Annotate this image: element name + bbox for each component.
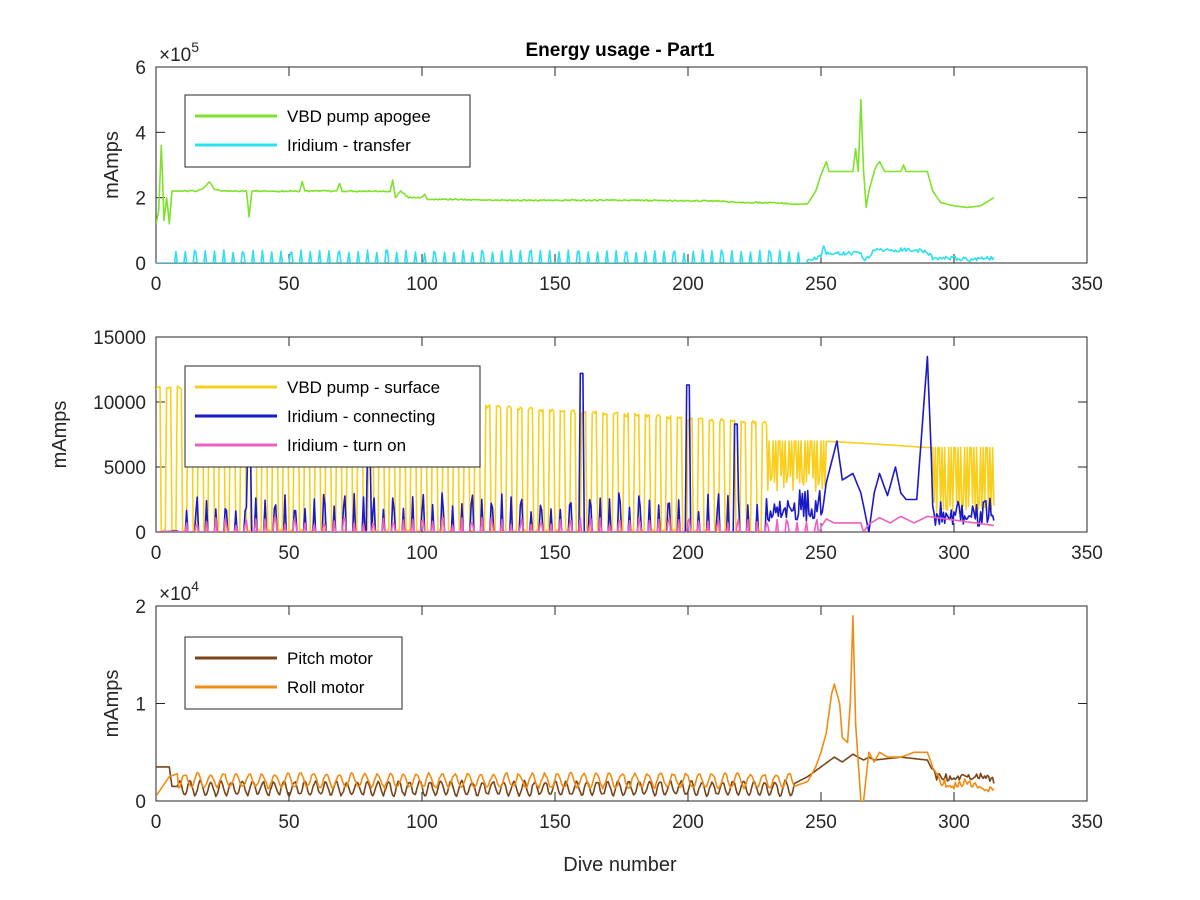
x-tick-label: 200 [672,812,704,833]
plot-area [156,98,995,263]
x-tick-label: 50 [278,274,299,295]
y-tick-label: 15000 [93,328,146,349]
legend-entry-label: VBD pump - surface [287,378,440,397]
x-tick-label: 150 [539,812,571,833]
figure-title: Energy usage - Part1 [525,40,714,61]
subplot-2: 0 50 100 150 200 250 300 350 0 5000 10000 15000 mAmp… [49,328,1103,564]
y-tick-label: 6 [135,58,146,79]
x-axis-label: Dive number [563,854,677,876]
series-line-iridium-transfer [156,245,995,263]
y-axis-label: mAmps [101,131,123,199]
x-tick-label: 150 [539,274,571,295]
legend: VBD pump - surface Iridium - connecting Ir… [184,365,481,468]
legend-entry-label: Iridium - transfer [287,136,411,155]
y-tick-label: 0 [135,254,146,275]
x-tick-label: 0 [151,543,162,564]
legend-entry-label: Pitch motor [287,649,373,668]
y-exponent-label: ×105 [159,39,199,66]
y-tick-label: 0 [135,523,146,544]
series-line-iridium-connecting [156,355,995,532]
legend-box [184,94,471,168]
y-axis-label: mAmps [49,401,71,469]
series-line-vbd-pump-apogee [156,98,995,225]
series-line-roll-motor [156,614,995,801]
y-tick-label: 2 [135,597,146,618]
x-tick-label: 300 [938,274,970,295]
x-tick-label: 200 [672,543,704,564]
y-tick-label: 5000 [104,458,146,479]
x-tick-label: 350 [1071,543,1103,564]
x-tick-label: 0 [151,274,162,295]
y-tick-label: 10000 [93,393,146,414]
y-tick-label: 2 [135,189,146,210]
x-tick-label: 350 [1071,274,1103,295]
legend-box [184,636,403,710]
x-tick-label: 300 [938,812,970,833]
x-tick-label: 50 [278,543,299,564]
y-exponent-label: ×104 [159,578,199,605]
x-tick-label: 250 [805,543,837,564]
x-tick-label: 200 [672,274,704,295]
y-exponent-power: 4 [191,578,199,594]
x-tick-label: 250 [805,812,837,833]
legend-entry-label: Roll motor [287,678,365,697]
legend-entry-label: Iridium - connecting [287,407,435,426]
x-tick-label: 250 [805,274,837,295]
x-tick-label: 50 [278,812,299,833]
x-tick-label: 0 [151,812,162,833]
legend-entry-label: VBD pump apogee [287,107,431,126]
plot-area [156,614,995,801]
legend: Pitch motor Roll motor [184,636,403,710]
x-tick-label: 100 [406,543,438,564]
x-tick-label: 300 [938,543,970,564]
x-tick-label: 100 [406,274,438,295]
y-tick-label: 4 [135,123,146,144]
subplot-1: 0 50 100 150 200 250 300 350 0 2 4 6 ×105 mAmps VBD pu… [101,39,1103,295]
y-axis-label: mAmps [101,670,123,738]
series-line-iridium-turn-on [156,515,995,532]
x-tick-label: 100 [406,812,438,833]
legend-entry-label: Iridium - turn on [287,436,406,455]
subplot-3: 0 50 100 150 200 250 300 350 0 1 2 ×104 mAmps Pitch m… [101,578,1103,833]
x-tick-label: 350 [1071,812,1103,833]
y-tick-label: 1 [135,695,146,716]
x-tick-label: 150 [539,543,571,564]
y-exponent-power: 5 [191,39,199,55]
y-tick-label: 0 [135,792,146,813]
legend: VBD pump apogee Iridium - transfer [184,94,471,168]
